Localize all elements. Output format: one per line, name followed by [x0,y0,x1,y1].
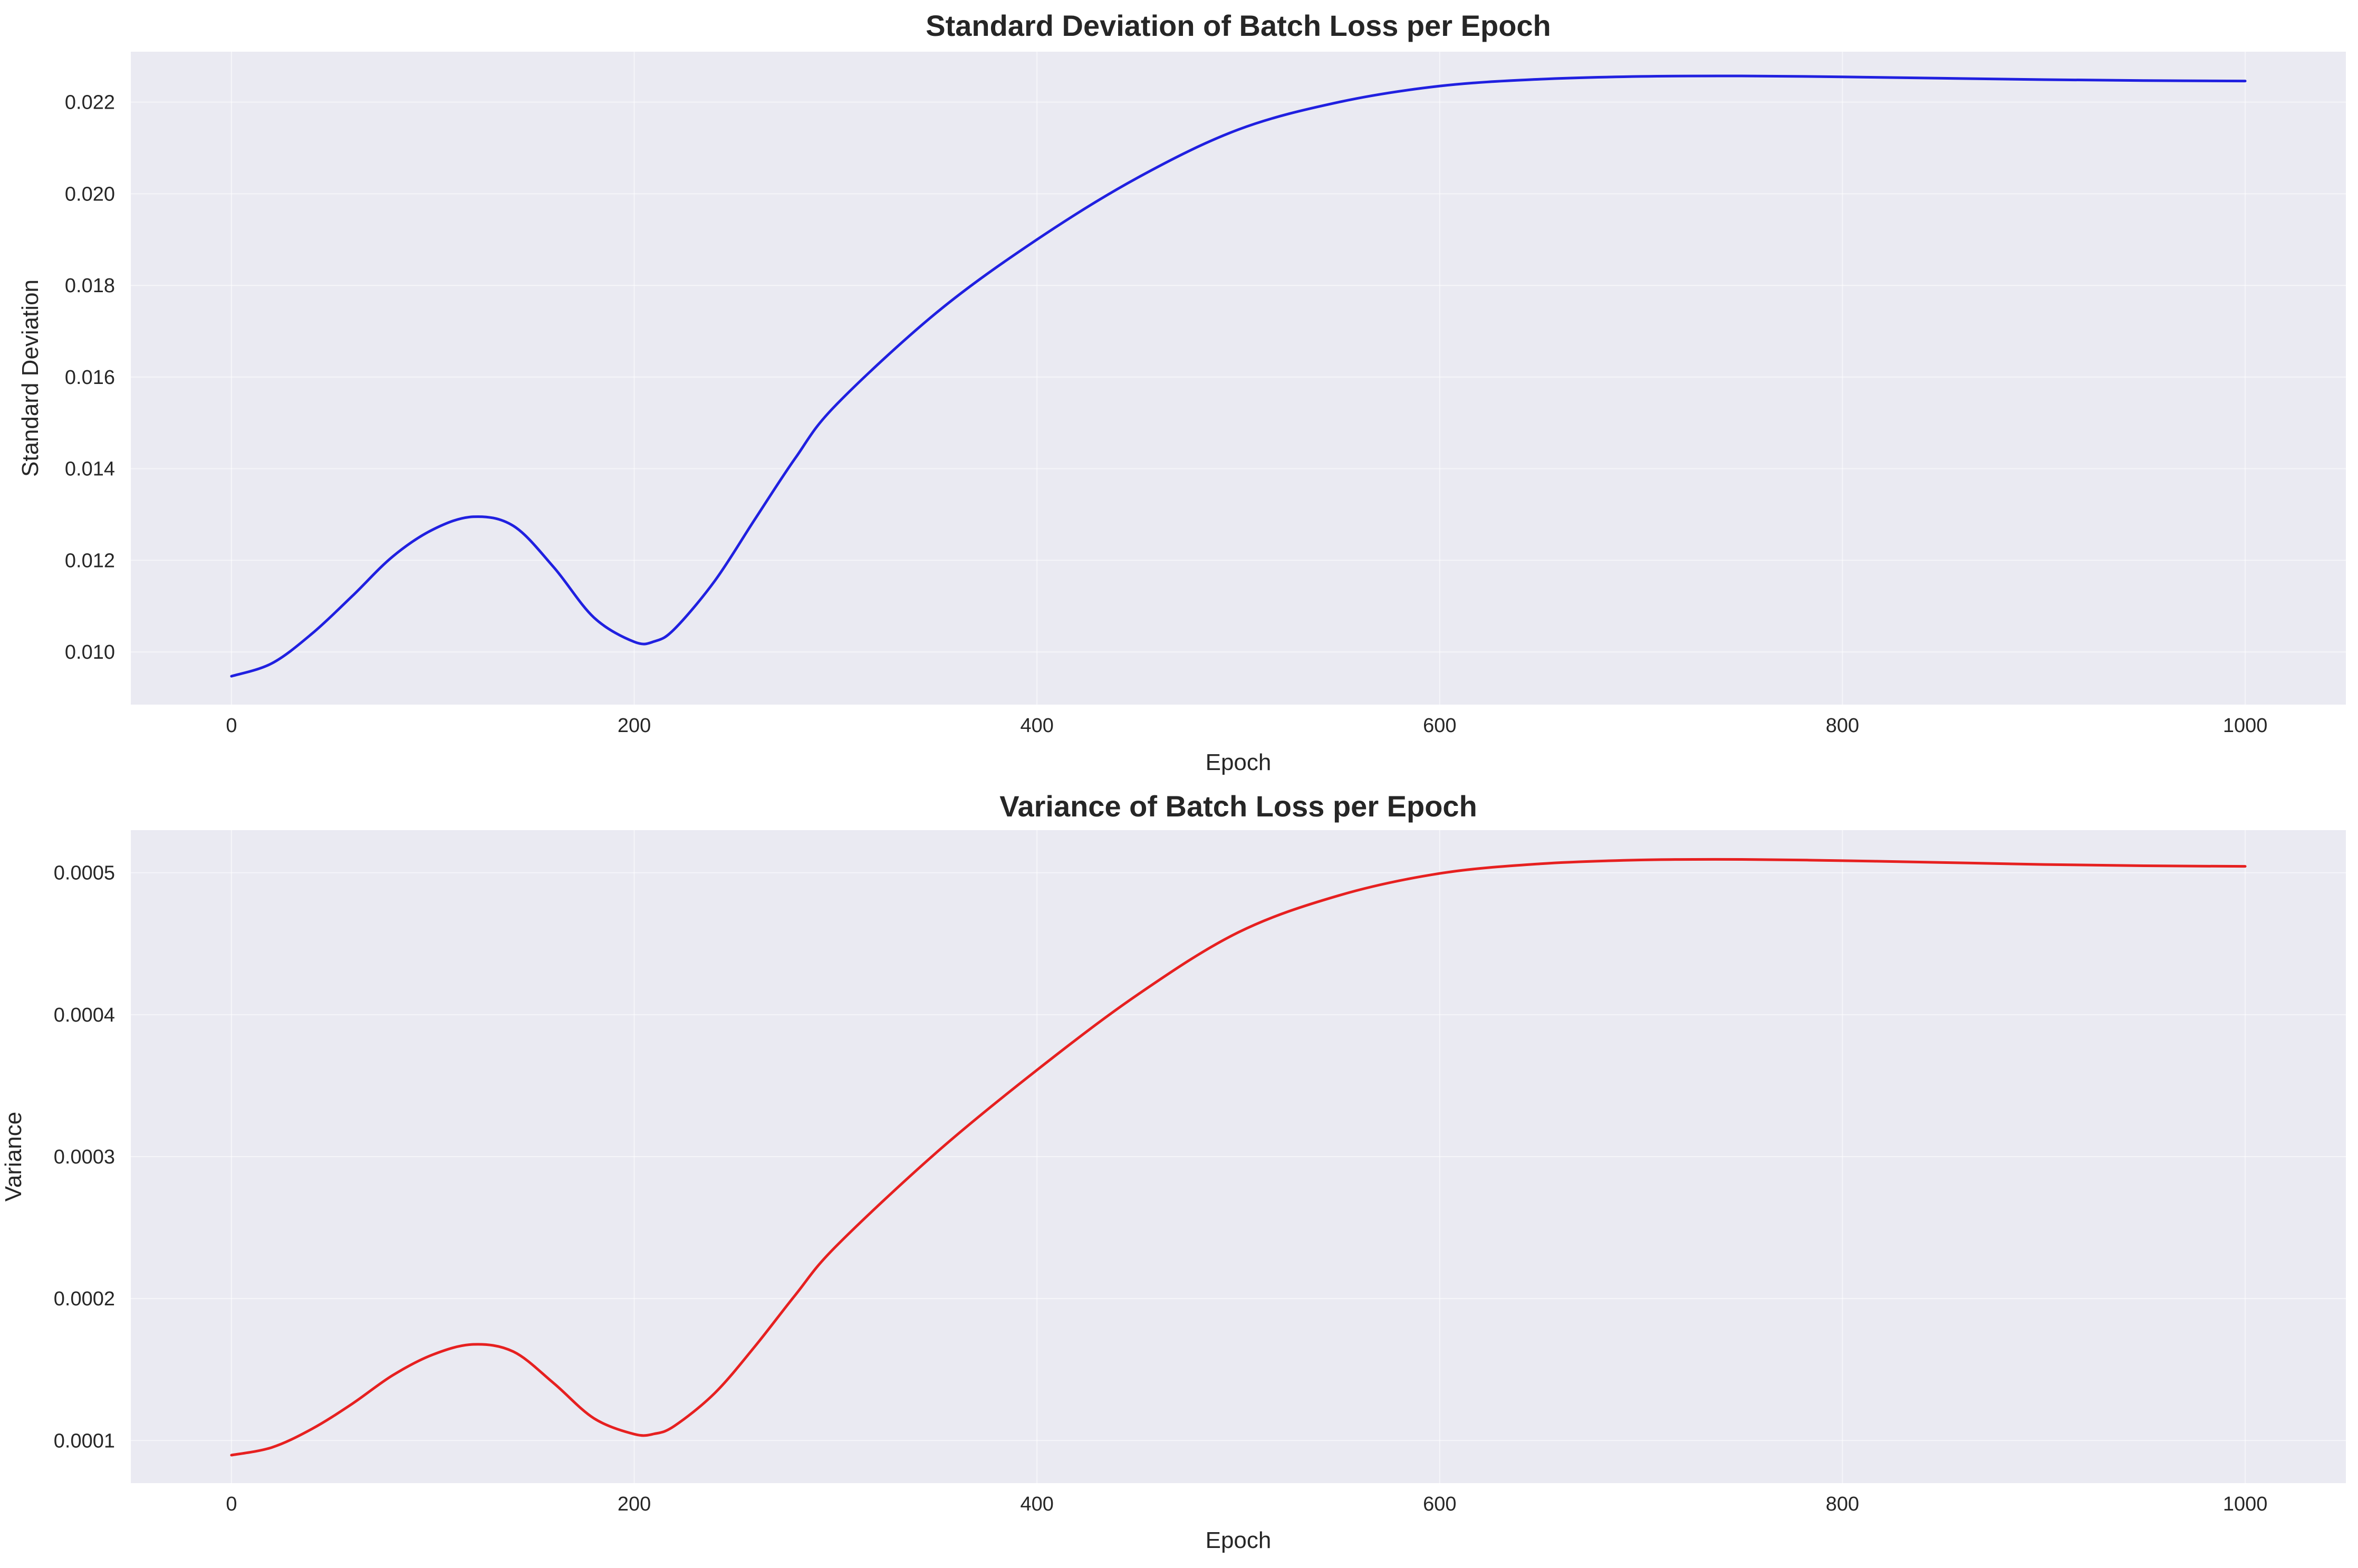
x-tick-label: 200 [618,1493,651,1515]
x-tick-label: 400 [1020,1493,1053,1515]
y-tick-label: 0.012 [65,550,115,572]
y-tick-label: 0.0001 [54,1430,115,1452]
y-tick-label: 0.0004 [54,1004,115,1026]
grid-std [131,52,2346,705]
y-axis-label-variance: Variance [1,1112,26,1201]
y-tick-label: 0.0002 [54,1288,115,1310]
y-ticks-std: 0.010 0.012 0.014 0.016 0.018 0.020 0.022 [65,92,115,664]
y-ticks-variance: 0.0001 0.0002 0.0003 0.0004 0.0005 [54,862,115,1452]
x-ticks-std: 0 200 400 600 800 1000 [226,715,2267,737]
y-tick-label: 0.020 [65,183,115,205]
y-tick-label: 0.0003 [54,1146,115,1168]
x-tick-label: 600 [1423,1493,1456,1515]
y-tick-label: 0.016 [65,367,115,389]
y-tick-label: 0.010 [65,641,115,663]
x-axis-label-variance: Epoch [1206,1527,1272,1553]
x-tick-label: 800 [1826,715,1859,737]
x-ticks-variance: 0 200 400 600 800 1000 [226,1493,2267,1515]
chart-title-variance: Variance of Batch Loss per Epoch [999,790,1477,823]
chart-variance: 0 200 400 600 800 1000 0.00010.00020.00030.00… [1,790,2346,1553]
y-tick-label: 0.014 [65,458,115,480]
x-tick-label: 600 [1423,715,1456,737]
x-axis-label-std: Epoch [1206,749,1272,775]
plot-area-std [131,52,2346,705]
y-tick-label: 0.022 [65,92,115,114]
x-tick-label: 200 [618,715,651,737]
x-tick-label: 800 [1826,1493,1859,1515]
y-axis-label-std: Standard Deviation [17,280,43,477]
x-tick-label: 400 [1020,715,1053,737]
x-tick-label: 0 [226,715,237,737]
variance-line [230,858,2247,1457]
y-tick-label: 0.018 [65,275,115,297]
std-line [230,74,2247,678]
x-tick-label: 1000 [2223,715,2268,737]
x-tick-label: 1000 [2223,1493,2268,1515]
chart-title-std: Standard Deviation of Batch Loss per Epo… [926,9,1551,42]
grid-variance [131,830,2346,1483]
x-tick-label: 0 [226,1493,237,1515]
chart-standard-deviation: 0 200 400 600 800 1000 0.0100.0120.0140.0160.… [17,9,2346,775]
y-tick-label: 0.0005 [54,862,115,884]
